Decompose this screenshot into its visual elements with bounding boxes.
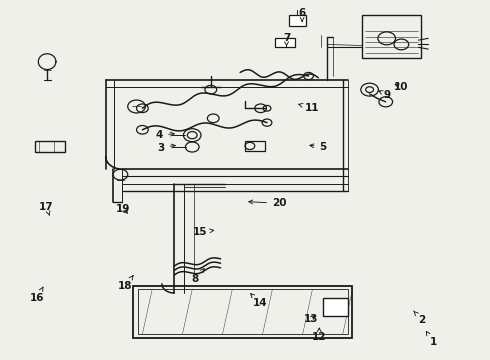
Text: 8: 8: [192, 269, 204, 284]
Text: 9: 9: [379, 90, 390, 100]
Bar: [323, 298, 347, 316]
Text: 5: 5: [310, 142, 327, 152]
Text: 10: 10: [394, 82, 409, 92]
Text: 1: 1: [426, 332, 437, 347]
Bar: [133, 286, 352, 338]
Text: 2: 2: [414, 311, 425, 325]
Text: 12: 12: [312, 328, 326, 342]
Text: 20: 20: [249, 198, 287, 208]
Text: 11: 11: [299, 103, 319, 113]
Text: 4: 4: [156, 130, 174, 140]
Text: 6: 6: [298, 8, 306, 21]
Text: 14: 14: [250, 294, 267, 308]
Bar: [35, 140, 65, 152]
Bar: [289, 15, 306, 26]
Bar: [362, 15, 421, 58]
Text: 18: 18: [118, 276, 133, 291]
Text: 3: 3: [157, 143, 175, 153]
Bar: [275, 39, 295, 47]
Text: 7: 7: [283, 33, 290, 46]
Bar: [245, 141, 265, 150]
Text: 13: 13: [304, 314, 318, 324]
Bar: [138, 289, 347, 334]
Text: 16: 16: [30, 287, 45, 303]
Text: 15: 15: [193, 227, 214, 237]
Text: 19: 19: [116, 204, 130, 214]
Text: 17: 17: [39, 202, 54, 215]
